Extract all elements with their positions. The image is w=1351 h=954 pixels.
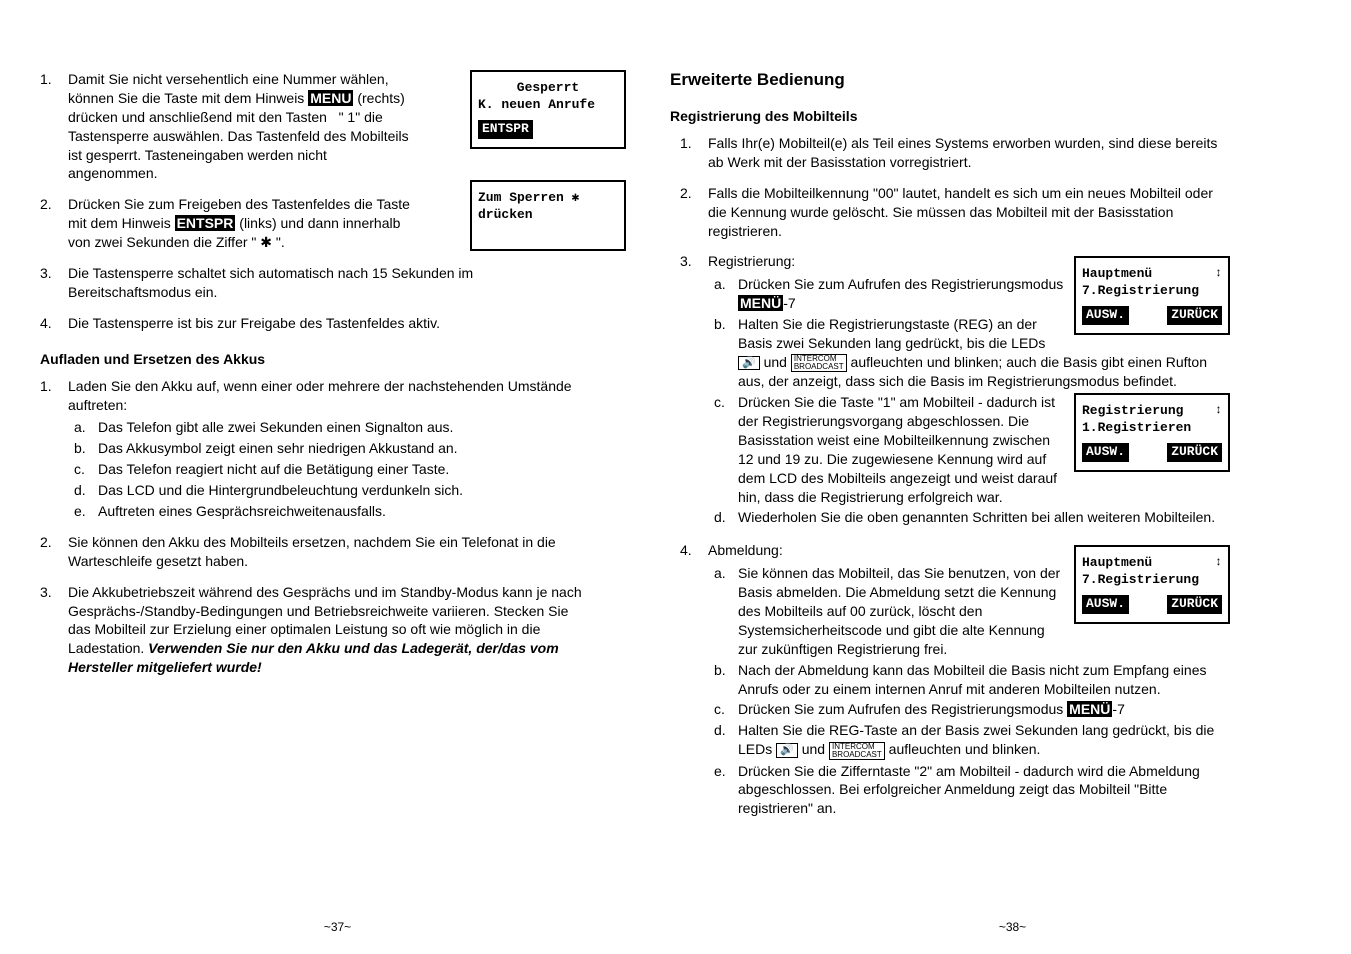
- body-text: Das Telefon gibt alle zwei Sekunden eine…: [98, 419, 453, 435]
- body-text: Nach der Abmeldung kann das Mobilteil di…: [738, 662, 1206, 697]
- page-number-37: ~37~: [0, 920, 675, 934]
- lcd-line: Registrierung: [1082, 403, 1183, 418]
- list-number: 4.: [40, 314, 52, 333]
- body-text: Das LCD und die Hintergrundbeleuchtung v…: [98, 482, 463, 498]
- list-number: 2.: [40, 533, 52, 552]
- heading-akku: Aufladen und Ersetzen des Akkus: [40, 351, 590, 367]
- list-number: 3.: [680, 252, 692, 271]
- menu-key-icon: MENÜ: [738, 295, 783, 311]
- list-letter: a.: [714, 564, 726, 583]
- list-letter: a.: [74, 418, 86, 437]
- body-text: Drücken Sie zum Aufrufen des Registrieru…: [738, 701, 1067, 717]
- intercom-broadcast-icon: INTERCOMBROADCAST: [791, 354, 847, 372]
- body-text: Das Telefon reagiert nicht auf die Betät…: [98, 461, 449, 477]
- list-number: 2.: [680, 184, 692, 203]
- list-number: 3.: [40, 583, 52, 602]
- page-number-38: ~38~: [675, 920, 1350, 934]
- page-37: Gesperrt K. neuen Anrufe ENTSPR Zum Sper…: [30, 70, 590, 832]
- list-letter: d.: [714, 508, 726, 527]
- list-letter: c.: [74, 460, 85, 479]
- list-number: 1.: [40, 70, 52, 89]
- list-letter: a.: [714, 275, 726, 294]
- body-text: Wiederholen Sie die oben genannten Schri…: [738, 509, 1215, 525]
- list-number: 2.: [40, 195, 52, 214]
- body-text: Sie können den Akku des Mobilteils erset…: [68, 534, 556, 569]
- list-number: 1.: [680, 134, 692, 153]
- updown-arrow-icon: ↕: [1215, 403, 1222, 419]
- list-letter: c.: [714, 700, 725, 719]
- body-text: Laden Sie den Akku auf, wenn einer oder …: [68, 378, 572, 413]
- body-text: Falls Ihr(e) Mobilteil(e) als Teil eines…: [708, 135, 1217, 170]
- body-text: Die Tastensperre schaltet sich automatis…: [68, 265, 473, 300]
- page-38: Erweiterte Bedienung Registrierung des M…: [670, 70, 1230, 832]
- entspr-key-icon: ENTSPR: [175, 215, 236, 231]
- body-text: -7: [783, 295, 795, 311]
- list-letter: b.: [714, 661, 726, 680]
- body-text: Halten Sie die Registrierungstaste (REG)…: [738, 316, 1045, 351]
- body-text: Auftreten eines Gesprächsreichweitenausf…: [98, 503, 386, 519]
- body-text: Sie können das Mobilteil, das Sie benutz…: [738, 565, 1060, 657]
- list-letter: e.: [714, 762, 726, 781]
- body-text: Drücken Sie zum Aufrufen des Registrieru…: [738, 276, 1063, 292]
- menu-key-icon: MENU: [308, 90, 353, 106]
- menu-key-icon: MENÜ: [1067, 701, 1112, 717]
- list-number: 4.: [680, 541, 692, 560]
- heading-erweiterte: Erweiterte Bedienung: [670, 70, 1230, 90]
- registration-list: 1. Falls Ihr(e) Mobilteil(e) als Teil ei…: [670, 134, 1230, 820]
- list-number: 1.: [40, 377, 52, 396]
- lcd-softkey: AUSW.: [1082, 443, 1129, 462]
- list-number: 3.: [40, 264, 52, 283]
- body-text: -7: [1112, 701, 1124, 717]
- list-letter: d.: [74, 481, 86, 500]
- body-text: Falls die Mobilteilkennung "00" lautet, …: [708, 185, 1213, 239]
- list-letter: c.: [714, 393, 725, 412]
- lcd-line: 1.Registrieren: [1082, 420, 1222, 437]
- intercom-broadcast-icon: INTERCOMBROADCAST: [829, 742, 885, 760]
- body-text: und: [802, 741, 829, 757]
- body-text: Das Akkusymbol zeigt einen sehr niedrige…: [98, 440, 458, 456]
- body-text: Die Tastensperre ist bis zur Freigabe de…: [68, 315, 440, 331]
- akku-list: 1. Laden Sie den Akku auf, wenn einer od…: [30, 377, 590, 677]
- body-text: Drücken Sie die Taste "1" am Mobilteil -…: [738, 394, 1057, 504]
- list-letter: e.: [74, 502, 86, 521]
- list-letter: d.: [714, 721, 726, 740]
- lcd-softkey: ZURÜCK: [1167, 443, 1222, 462]
- speaker-icon: 🔊: [776, 743, 798, 757]
- list-letter: b.: [74, 439, 86, 458]
- body-text: Drücken Sie die Zifferntaste "2" am Mobi…: [738, 763, 1200, 817]
- heading-registrierung: Registrierung des Mobilteils: [670, 108, 1230, 124]
- body-text: Registrierung:: [708, 253, 795, 269]
- body-text: aufleuchten und blinken.: [889, 741, 1041, 757]
- lcd-display-registrierung: Registrierung ↕ 1.Registrieren AUSW. ZURÜC…: [1074, 393, 1230, 472]
- body-text: und: [764, 354, 791, 370]
- body-text: Abmeldung:: [708, 542, 783, 558]
- list-letter: b.: [714, 315, 726, 334]
- keypad-lock-list: 1. Damit Sie nicht versehentlich eine Nu…: [30, 70, 590, 333]
- speaker-icon: 🔊: [738, 356, 760, 370]
